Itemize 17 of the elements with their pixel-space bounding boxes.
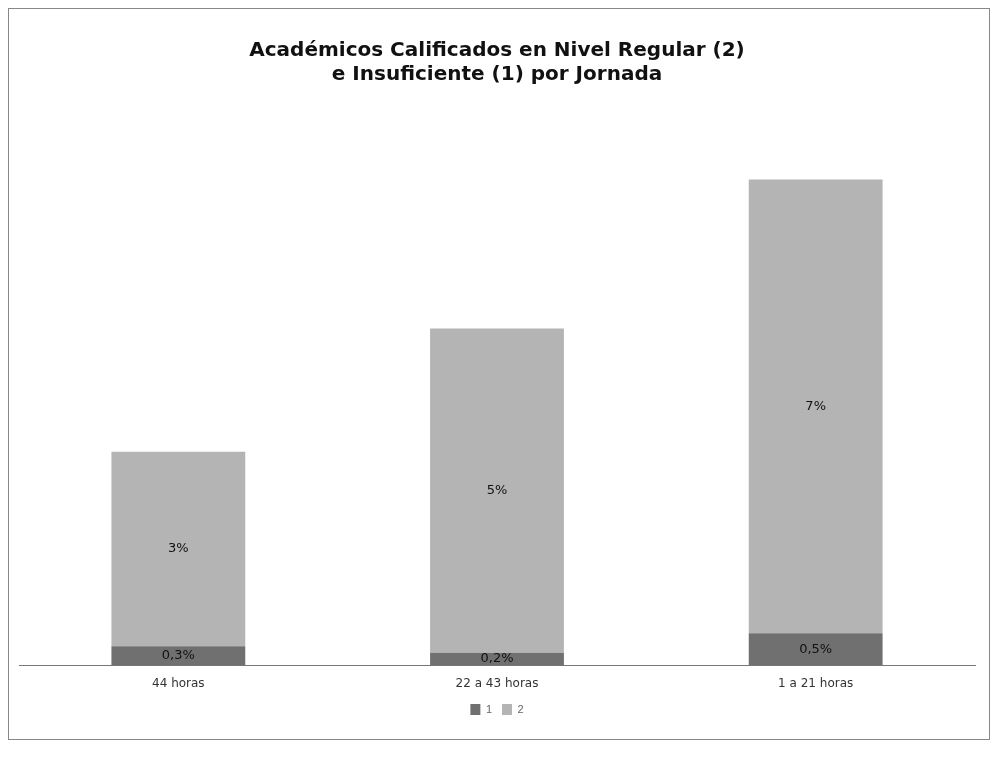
data-label: 0,2% <box>480 650 514 666</box>
bar <box>111 451 246 647</box>
bar <box>748 633 883 666</box>
chart-title: Académicos Calificados en Nivel Regular (2) e Insuficiente (1) por Jornada <box>249 37 745 86</box>
data-label: 3% <box>168 540 189 556</box>
bar <box>430 328 564 653</box>
legend-label: 1 <box>485 702 493 715</box>
data-label: 7% <box>805 397 826 413</box>
data-label: 5% <box>486 481 508 497</box>
x-tick-label: 22 a 43 horas <box>455 675 539 690</box>
legend-label: 2 <box>517 702 524 715</box>
bar <box>748 179 883 634</box>
bar <box>111 646 246 666</box>
data-label: 0,5% <box>799 640 833 656</box>
data-label: 0,3% <box>161 647 195 663</box>
x-tick-label: 1 a 21 horas <box>778 675 854 690</box>
x-tick-label: 44 horas <box>152 675 205 690</box>
